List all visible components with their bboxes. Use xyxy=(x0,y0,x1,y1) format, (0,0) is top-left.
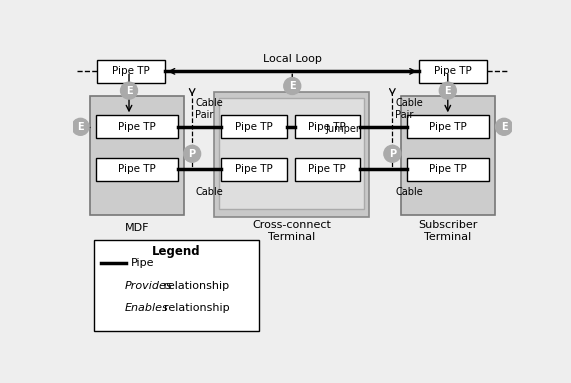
Bar xyxy=(222,115,287,138)
Text: Pipe TP: Pipe TP xyxy=(435,66,472,76)
Text: Pipe TP: Pipe TP xyxy=(118,122,155,132)
Text: Cable: Cable xyxy=(396,187,423,197)
Text: MDF: MDF xyxy=(124,223,149,233)
Text: Pipe TP: Pipe TP xyxy=(118,164,155,174)
Text: Provides: Provides xyxy=(124,281,172,291)
Text: Pipe TP: Pipe TP xyxy=(429,164,467,174)
Bar xyxy=(96,158,178,181)
Text: E: E xyxy=(126,86,132,96)
Bar xyxy=(219,98,364,209)
Bar xyxy=(90,96,184,215)
Text: P: P xyxy=(107,281,114,291)
Circle shape xyxy=(184,145,200,162)
Bar xyxy=(295,115,360,138)
Bar xyxy=(94,240,259,331)
Text: E: E xyxy=(444,86,451,96)
Text: P: P xyxy=(188,149,196,159)
Text: relationship: relationship xyxy=(156,303,230,313)
Text: E: E xyxy=(289,81,296,91)
Text: Pipe TP: Pipe TP xyxy=(429,122,467,132)
Bar xyxy=(98,60,165,83)
Circle shape xyxy=(102,299,119,316)
Bar xyxy=(96,115,178,138)
Text: E: E xyxy=(501,122,507,132)
Text: P: P xyxy=(389,149,396,159)
Text: relationship: relationship xyxy=(160,281,229,291)
Text: Jumper: Jumper xyxy=(325,124,360,134)
Circle shape xyxy=(72,118,89,135)
Text: Pipe TP: Pipe TP xyxy=(308,164,346,174)
Bar xyxy=(295,158,360,181)
Text: Cable
Pair: Cable Pair xyxy=(195,98,223,120)
Text: Pipe TP: Pipe TP xyxy=(235,164,273,174)
Text: Pipe TP: Pipe TP xyxy=(235,122,273,132)
Bar xyxy=(214,92,369,217)
Text: E: E xyxy=(107,303,114,313)
Circle shape xyxy=(120,82,138,99)
Circle shape xyxy=(102,278,119,295)
Circle shape xyxy=(284,77,301,95)
Bar xyxy=(407,115,489,138)
Circle shape xyxy=(384,145,401,162)
Bar xyxy=(407,158,489,181)
Text: Cable
Pair: Cable Pair xyxy=(396,98,423,120)
Text: Enables: Enables xyxy=(124,303,168,313)
Text: Cross-connect
Terminal: Cross-connect Terminal xyxy=(252,220,331,242)
Text: Legend: Legend xyxy=(152,245,200,258)
Text: Pipe: Pipe xyxy=(131,258,154,268)
Bar xyxy=(419,60,487,83)
Text: E: E xyxy=(77,122,84,132)
Circle shape xyxy=(496,118,513,135)
Text: Local Loop: Local Loop xyxy=(263,54,321,64)
Text: Pipe TP: Pipe TP xyxy=(308,122,346,132)
Bar xyxy=(222,158,287,181)
Text: Subscriber
Terminal: Subscriber Terminal xyxy=(418,220,477,242)
Text: Pipe TP: Pipe TP xyxy=(112,66,150,76)
Circle shape xyxy=(439,82,456,99)
Text: Cable: Cable xyxy=(195,187,223,197)
Bar xyxy=(401,96,494,215)
